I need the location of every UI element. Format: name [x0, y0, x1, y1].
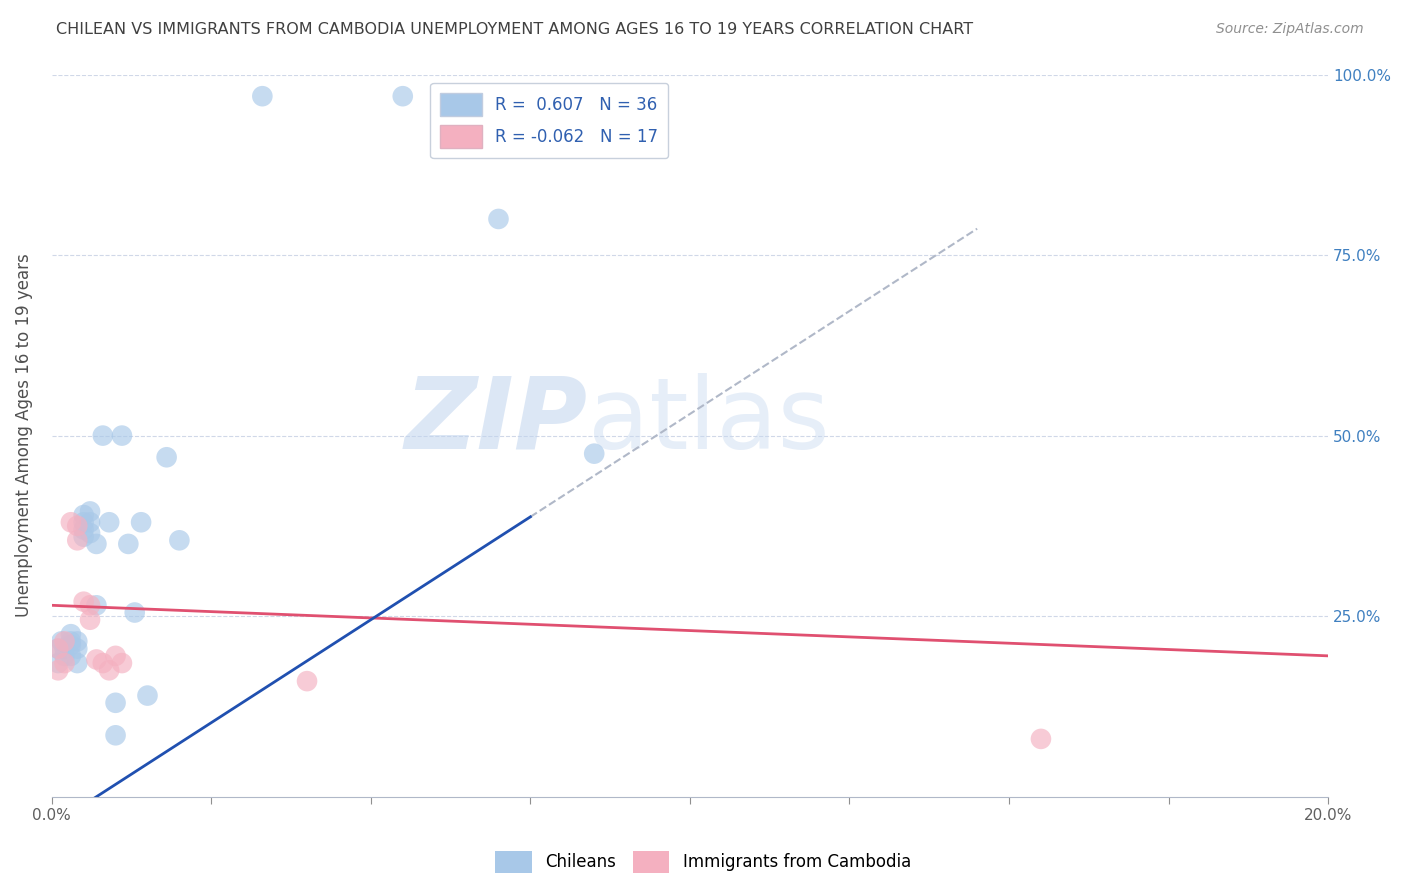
- Point: [98, 515, 121, 529]
- Point: [252, 89, 274, 103]
- Point: [66, 634, 89, 648]
- Point: [136, 689, 159, 703]
- Point: [66, 519, 89, 533]
- Point: [73, 508, 96, 522]
- Text: atlas: atlas: [588, 373, 830, 470]
- Point: [104, 648, 127, 663]
- Point: [117, 537, 139, 551]
- Point: [391, 89, 413, 103]
- Text: Source: ZipAtlas.com: Source: ZipAtlas.com: [1216, 22, 1364, 37]
- Point: [169, 533, 191, 548]
- Point: [79, 504, 101, 518]
- Point: [46, 641, 69, 656]
- Point: [156, 450, 179, 465]
- Point: [104, 696, 127, 710]
- Point: [51, 634, 73, 648]
- Point: [59, 648, 82, 663]
- Point: [66, 533, 89, 548]
- Point: [295, 674, 318, 689]
- Point: [73, 515, 96, 529]
- Text: ZIP: ZIP: [405, 373, 588, 470]
- Point: [73, 530, 96, 544]
- Point: [59, 627, 82, 641]
- Point: [53, 641, 76, 656]
- Legend: Chileans, Immigrants from Cambodia: Chileans, Immigrants from Cambodia: [488, 845, 918, 880]
- Point: [53, 656, 76, 670]
- Point: [79, 515, 101, 529]
- Y-axis label: Unemployment Among Ages 16 to 19 years: Unemployment Among Ages 16 to 19 years: [15, 253, 32, 617]
- Point: [583, 447, 606, 461]
- Point: [1029, 731, 1052, 746]
- Point: [73, 595, 96, 609]
- Point: [73, 523, 96, 537]
- Point: [59, 634, 82, 648]
- Point: [59, 515, 82, 529]
- Point: [124, 606, 146, 620]
- Point: [488, 211, 510, 226]
- Point: [59, 638, 82, 652]
- Point: [86, 652, 108, 666]
- Point: [86, 537, 108, 551]
- Point: [104, 728, 127, 742]
- Point: [86, 599, 108, 613]
- Point: [79, 599, 101, 613]
- Point: [53, 634, 76, 648]
- Text: CHILEAN VS IMMIGRANTS FROM CAMBODIA UNEMPLOYMENT AMONG AGES 16 TO 19 YEARS CORRE: CHILEAN VS IMMIGRANTS FROM CAMBODIA UNEM…: [56, 22, 973, 37]
- Point: [66, 656, 89, 670]
- Point: [66, 641, 89, 656]
- Point: [46, 656, 69, 670]
- Point: [111, 428, 134, 442]
- Point: [79, 613, 101, 627]
- Point: [91, 428, 114, 442]
- Point: [111, 656, 134, 670]
- Point: [91, 656, 114, 670]
- Point: [79, 526, 101, 541]
- Point: [46, 641, 69, 656]
- Point: [98, 663, 121, 677]
- Point: [53, 648, 76, 663]
- Legend: R =  0.607   N = 36, R = -0.062   N = 17: R = 0.607 N = 36, R = -0.062 N = 17: [430, 83, 668, 159]
- Point: [46, 663, 69, 677]
- Point: [129, 515, 152, 529]
